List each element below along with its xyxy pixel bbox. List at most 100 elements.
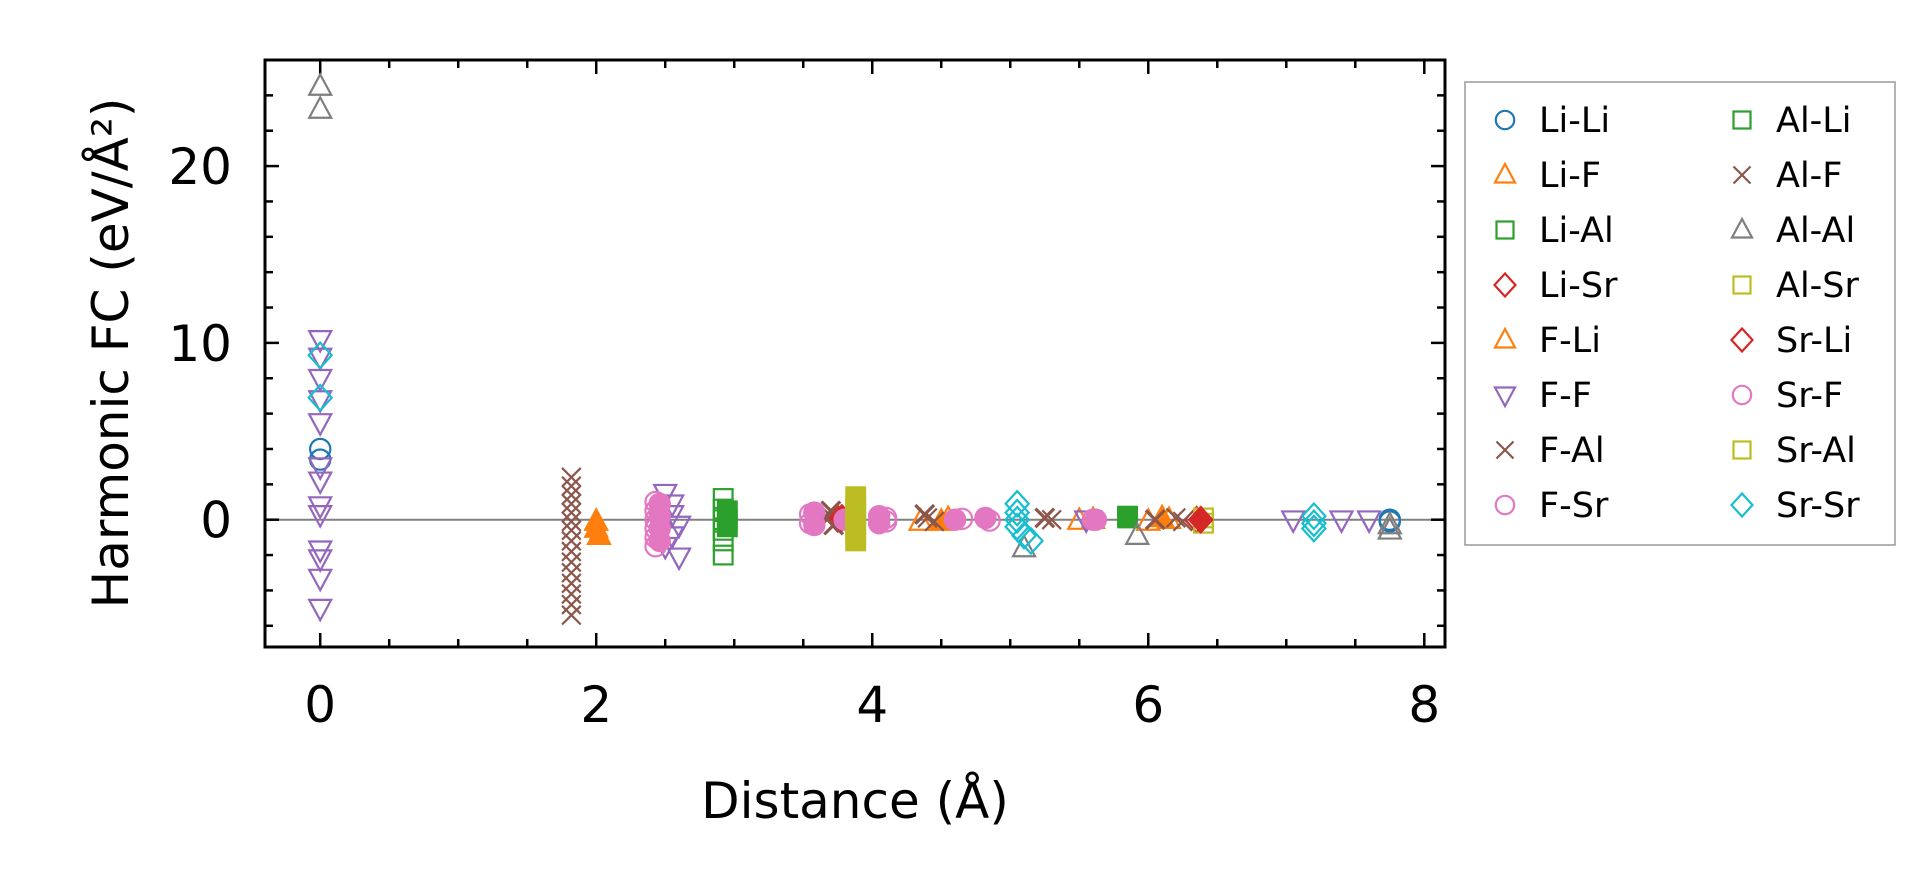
data-point <box>307 368 334 393</box>
legend-item: Sr-Li <box>1730 321 1852 361</box>
data-point <box>943 508 967 531</box>
legend-label: Al-Sr <box>1776 266 1860 306</box>
data-point <box>561 605 582 626</box>
data-point <box>561 520 582 541</box>
series-sr-al <box>845 486 867 552</box>
legend-label: Al-Al <box>1776 211 1855 251</box>
legend-marker <box>1732 165 1752 185</box>
data-point <box>803 513 826 537</box>
data-point <box>716 516 738 538</box>
data-point <box>924 511 945 532</box>
legend-marker <box>1731 384 1753 406</box>
x-tick-label: 6 <box>1132 676 1164 734</box>
data-markers <box>307 72 1403 626</box>
data-point <box>1124 521 1151 545</box>
data-point <box>1300 501 1327 531</box>
data-point <box>1328 510 1355 535</box>
data-point <box>1117 507 1139 529</box>
legend-label: Sr-Al <box>1776 431 1856 471</box>
data-point <box>561 467 582 488</box>
y-tick-label: 0 <box>200 492 232 550</box>
data-point <box>307 383 334 412</box>
data-point <box>307 568 334 593</box>
data-point <box>1280 510 1307 535</box>
legend-marker <box>1493 271 1517 299</box>
legend-item: Sr-F <box>1731 376 1843 416</box>
legend-marker <box>1494 109 1516 131</box>
x-tick-label: 4 <box>856 676 888 734</box>
legend-label: Li-Sr <box>1539 266 1618 306</box>
data-point <box>561 484 582 506</box>
legend-marker <box>1730 326 1754 354</box>
legend-marker <box>1730 491 1754 519</box>
legend-item: Al-Al <box>1730 211 1855 251</box>
legend-label: Sr-F <box>1776 376 1843 416</box>
data-point <box>666 547 692 572</box>
legend-item: Al-Li <box>1732 101 1852 141</box>
legend-item: Li-Al <box>1495 211 1614 251</box>
series-sr-f <box>648 492 1108 553</box>
data-point <box>561 475 582 497</box>
legend-item: F-Al <box>1495 431 1605 471</box>
series-al-al <box>307 72 1403 558</box>
data-point <box>974 506 997 530</box>
data-point <box>1004 489 1031 519</box>
y-ticks: 0 10 20 <box>168 58 1445 628</box>
data-point <box>1144 509 1166 531</box>
data-point <box>307 413 334 437</box>
data-point <box>1041 509 1062 530</box>
x-ticks: 0 2 4 6 8 <box>304 60 1440 734</box>
data-point <box>1376 515 1403 540</box>
data-point <box>1300 508 1327 538</box>
data-point <box>1084 508 1108 531</box>
legend-item: Li-Sr <box>1493 266 1618 306</box>
legend-frame <box>1464 81 1896 546</box>
legend-item: Al-F <box>1732 156 1842 196</box>
data-point <box>1165 507 1187 529</box>
legend-label: Sr-Li <box>1776 321 1852 361</box>
legend-marker <box>1732 275 1752 295</box>
data-point <box>561 493 582 514</box>
data-point <box>307 390 334 414</box>
legend-label: Al-F <box>1776 156 1842 196</box>
legend-item: F-Sr <box>1494 486 1609 526</box>
data-point <box>1356 510 1382 535</box>
legend-marker <box>1493 161 1517 184</box>
data-point <box>561 562 582 583</box>
plot-frame <box>263 58 1447 649</box>
legend-marker <box>1495 440 1515 460</box>
data-point <box>561 583 582 605</box>
legend-marker <box>1495 220 1515 240</box>
data-point <box>1011 533 1037 558</box>
data-point <box>307 549 334 574</box>
data-point <box>1300 514 1327 543</box>
data-point <box>561 573 582 594</box>
data-point <box>307 505 334 529</box>
legend-label: F-Li <box>1539 321 1601 361</box>
legend-marker <box>1493 326 1517 349</box>
legend-label: F-Al <box>1539 431 1605 471</box>
data-point <box>1011 521 1038 550</box>
legend-item: Sr-Al <box>1732 431 1856 471</box>
data-point <box>1004 505 1031 534</box>
data-point <box>1004 498 1031 527</box>
data-point <box>712 544 734 566</box>
legend-marker <box>1494 494 1516 516</box>
data-point <box>1034 507 1056 529</box>
legend-marker <box>1732 440 1752 460</box>
plot-area <box>263 58 1447 649</box>
legend-item: F-F <box>1493 376 1592 416</box>
data-point <box>307 540 334 565</box>
data-point <box>1376 510 1403 535</box>
data-point <box>307 347 334 372</box>
legend: Li-Li Li-F Li-Al Li-Sr F-Li F-F F-Al F-Sr Al-Li A… <box>1464 81 1896 546</box>
data-point <box>561 594 582 615</box>
legend-marker <box>1493 386 1517 409</box>
legend-item: Sr-Sr <box>1730 486 1860 526</box>
data-point <box>648 529 671 553</box>
data-point <box>307 457 334 482</box>
legend-label: Sr-Sr <box>1776 486 1860 526</box>
data-point <box>561 530 582 552</box>
data-point <box>561 552 582 573</box>
y-axis-label: Harmonic FC (eV/Å²) <box>82 98 140 609</box>
